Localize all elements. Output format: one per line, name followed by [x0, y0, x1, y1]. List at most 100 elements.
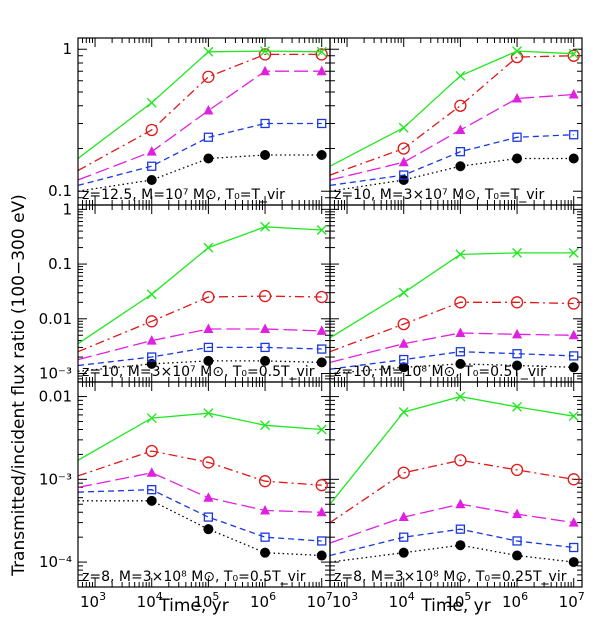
series-line-D — [78, 70, 322, 181]
marker-F — [146, 289, 157, 300]
series-line-F — [330, 395, 574, 505]
marker-B — [260, 355, 271, 366]
x-tick-label: 103 — [80, 590, 106, 611]
marker-E — [145, 444, 158, 458]
marker-D — [398, 338, 409, 348]
marker-E — [202, 456, 215, 469]
marker-F — [203, 408, 214, 419]
series-group — [78, 408, 328, 561]
marker-F — [260, 221, 271, 232]
marker-C — [455, 347, 466, 357]
marker-B — [203, 524, 214, 535]
marker-B — [398, 174, 409, 185]
marker-B — [203, 355, 214, 366]
marker-F — [316, 424, 327, 435]
y-tick-label: 10⁻⁴ — [39, 553, 72, 571]
series-line-C — [78, 346, 322, 367]
marker-E — [397, 317, 410, 331]
marker-F — [203, 46, 214, 57]
marker-E — [315, 479, 328, 492]
marker-E — [258, 48, 272, 61]
marker-F — [398, 287, 409, 298]
marker-B — [455, 540, 466, 551]
series-line-E — [78, 450, 322, 486]
marker-E — [454, 454, 467, 467]
marker-C — [455, 524, 466, 534]
marker-C — [317, 344, 327, 354]
series-line-E — [78, 53, 322, 172]
y-tick-label: 10⁻³ — [39, 470, 72, 488]
marker-E — [567, 297, 580, 310]
series-line-B — [330, 157, 574, 192]
marker-D — [512, 92, 523, 103]
marker-E — [258, 475, 272, 488]
panel-bottom-left: 0.01 10⁻³ 10⁻⁴ z=8, M=3×10⁸ M⊙, T₀=0.5T_vir… — [39, 381, 333, 611]
x-tick-label: 104 — [389, 590, 415, 611]
marker-E — [258, 289, 272, 303]
marker-F — [512, 401, 523, 412]
marker-D — [203, 492, 214, 502]
marker-E — [315, 290, 328, 304]
x-axis-label-right: Time, yr — [420, 596, 490, 616]
marker-B — [455, 358, 466, 369]
marker-D — [316, 506, 327, 517]
marker-C — [203, 342, 214, 353]
x-tick-label: 107 — [307, 590, 333, 611]
marker-E — [510, 463, 524, 477]
marker-B — [260, 547, 271, 558]
marker-D — [398, 511, 409, 522]
panel-label: z=10, M=3×10⁷ M⊙, T₀=0.5T_vir — [82, 364, 315, 380]
marker-C — [399, 354, 409, 365]
panel-label: z=8, M=3×10⁸ M⊙, T₀=0.5T_vir — [82, 569, 306, 585]
marker-D — [316, 65, 327, 76]
series-line-C — [78, 489, 322, 542]
marker-F — [455, 70, 466, 81]
series-group — [330, 247, 580, 375]
marker-C — [260, 342, 270, 353]
marker-F — [146, 97, 157, 108]
marker-B — [398, 547, 409, 558]
series-line-C — [330, 134, 574, 187]
marker-B — [316, 357, 327, 368]
marker-E — [145, 123, 158, 137]
marker-D — [455, 124, 466, 134]
x-tick-label: 106 — [250, 590, 276, 611]
marker-E — [454, 99, 467, 112]
panels: 10.1 z=12.5, M=10⁷ M⊙, T₀=T_vir z=10, M=3×… — [39, 37, 585, 611]
marker-D — [455, 498, 466, 509]
ticks — [329, 38, 582, 206]
marker-E — [202, 70, 215, 83]
marker-B — [455, 161, 466, 172]
marker-B — [260, 149, 271, 160]
marker-D — [260, 323, 271, 334]
marker-F — [260, 420, 271, 431]
series-line-B — [78, 154, 322, 192]
marker-D — [146, 335, 157, 345]
marker-D — [203, 105, 214, 115]
series-line-F — [78, 412, 322, 461]
marker-E — [454, 296, 467, 309]
marker-B — [146, 174, 157, 185]
series-line-F — [330, 50, 574, 167]
series-line-C — [78, 122, 322, 187]
panel-top-left: 1 0.1 z=12.5, M=10⁷ M⊙, T₀=T_vir — [48, 37, 331, 206]
series-line-D — [78, 328, 322, 361]
y-tick-label: 1 — [62, 40, 72, 58]
series-line-B — [330, 544, 574, 563]
marker-D — [568, 517, 579, 527]
marker-C — [203, 512, 214, 522]
series-group — [330, 46, 580, 192]
marker-D — [398, 156, 409, 167]
marker-B — [203, 153, 214, 164]
series-line-F — [330, 252, 574, 339]
marker-D — [512, 328, 523, 339]
marker-D — [512, 508, 523, 519]
panel-frame — [77, 37, 331, 206]
marker-B — [512, 360, 523, 371]
ticks — [77, 38, 330, 206]
marker-F — [455, 249, 466, 260]
panel-middle-right: z=10, M=10⁸ M⊙, T₀=0.5T_vir — [329, 204, 583, 383]
marker-B — [512, 153, 523, 164]
